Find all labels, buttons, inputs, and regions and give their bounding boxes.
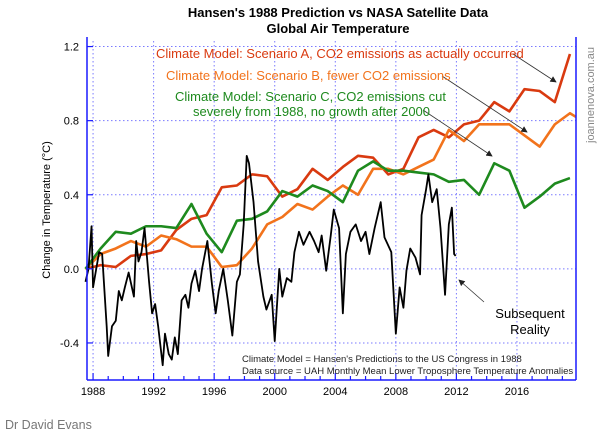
x-tick-label: 1988	[81, 386, 105, 398]
arrow-scenario-a	[512, 53, 557, 83]
annotation-scenario-c-line2: severely from 1988, no growth after 2000	[193, 104, 430, 119]
annotation-scenario-c-line1: Climate Model: Scenario C, CO2 emissions…	[175, 89, 446, 104]
axes: 1988 1992 1996 2000 2004 2008 2012 2016 -0.4 0.0 0…	[60, 37, 577, 398]
x-tick-label: 2000	[262, 386, 286, 398]
y-tick-label: 0.0	[64, 264, 79, 276]
y-tick-label: 0.4	[64, 190, 79, 202]
x-tick-label: 2012	[444, 386, 468, 398]
annotation-uah-line2: Reality	[510, 322, 550, 337]
annotation-uah-line1: Subsequent	[495, 306, 565, 321]
x-tick-label: 2016	[505, 386, 529, 398]
grid	[87, 41, 576, 380]
credit: Dr David Evans	[5, 418, 92, 432]
x-tick-label: 1992	[141, 386, 165, 398]
series-line-scenario_b	[84, 111, 577, 270]
y-tick-label: 1.2	[64, 42, 79, 54]
x-tick-label: 1996	[202, 386, 226, 398]
watermark: joannenova.com.au	[585, 47, 597, 144]
annotation-scenario-b: Climate Model: Scenario B, fewer CO2 emi…	[166, 68, 451, 83]
arrow-uah	[458, 279, 485, 303]
x-tick-label: 2008	[384, 386, 408, 398]
y-tick-label: -0.4	[60, 338, 79, 350]
y-axis-label: Change in Temperature (°C)	[41, 141, 53, 278]
footnote-model: Climate Model = Hansen's Predictions to …	[242, 354, 522, 365]
arrow-scenario-c	[422, 109, 493, 157]
series-line-scenario_c	[84, 160, 571, 270]
y-tick-label: 0.8	[64, 116, 79, 128]
annotation-arrows	[422, 53, 557, 303]
x-tick-label: 2004	[323, 386, 347, 398]
chart-subtitle: Global Air Temperature	[266, 21, 409, 36]
series-group	[84, 53, 577, 367]
chart-title: Hansen's 1988 Prediction vs NASA Satelli…	[188, 5, 489, 20]
arrow-scenario-b	[441, 75, 528, 133]
footnote-source: Data source = UAH Monthly Mean Lower Tro…	[242, 366, 573, 377]
series-line-uah	[84, 154, 457, 367]
series-line-scenario_a	[85, 53, 572, 271]
annotation-scenario-a: Climate Model: Scenario A, CO2 emissions…	[156, 46, 524, 61]
